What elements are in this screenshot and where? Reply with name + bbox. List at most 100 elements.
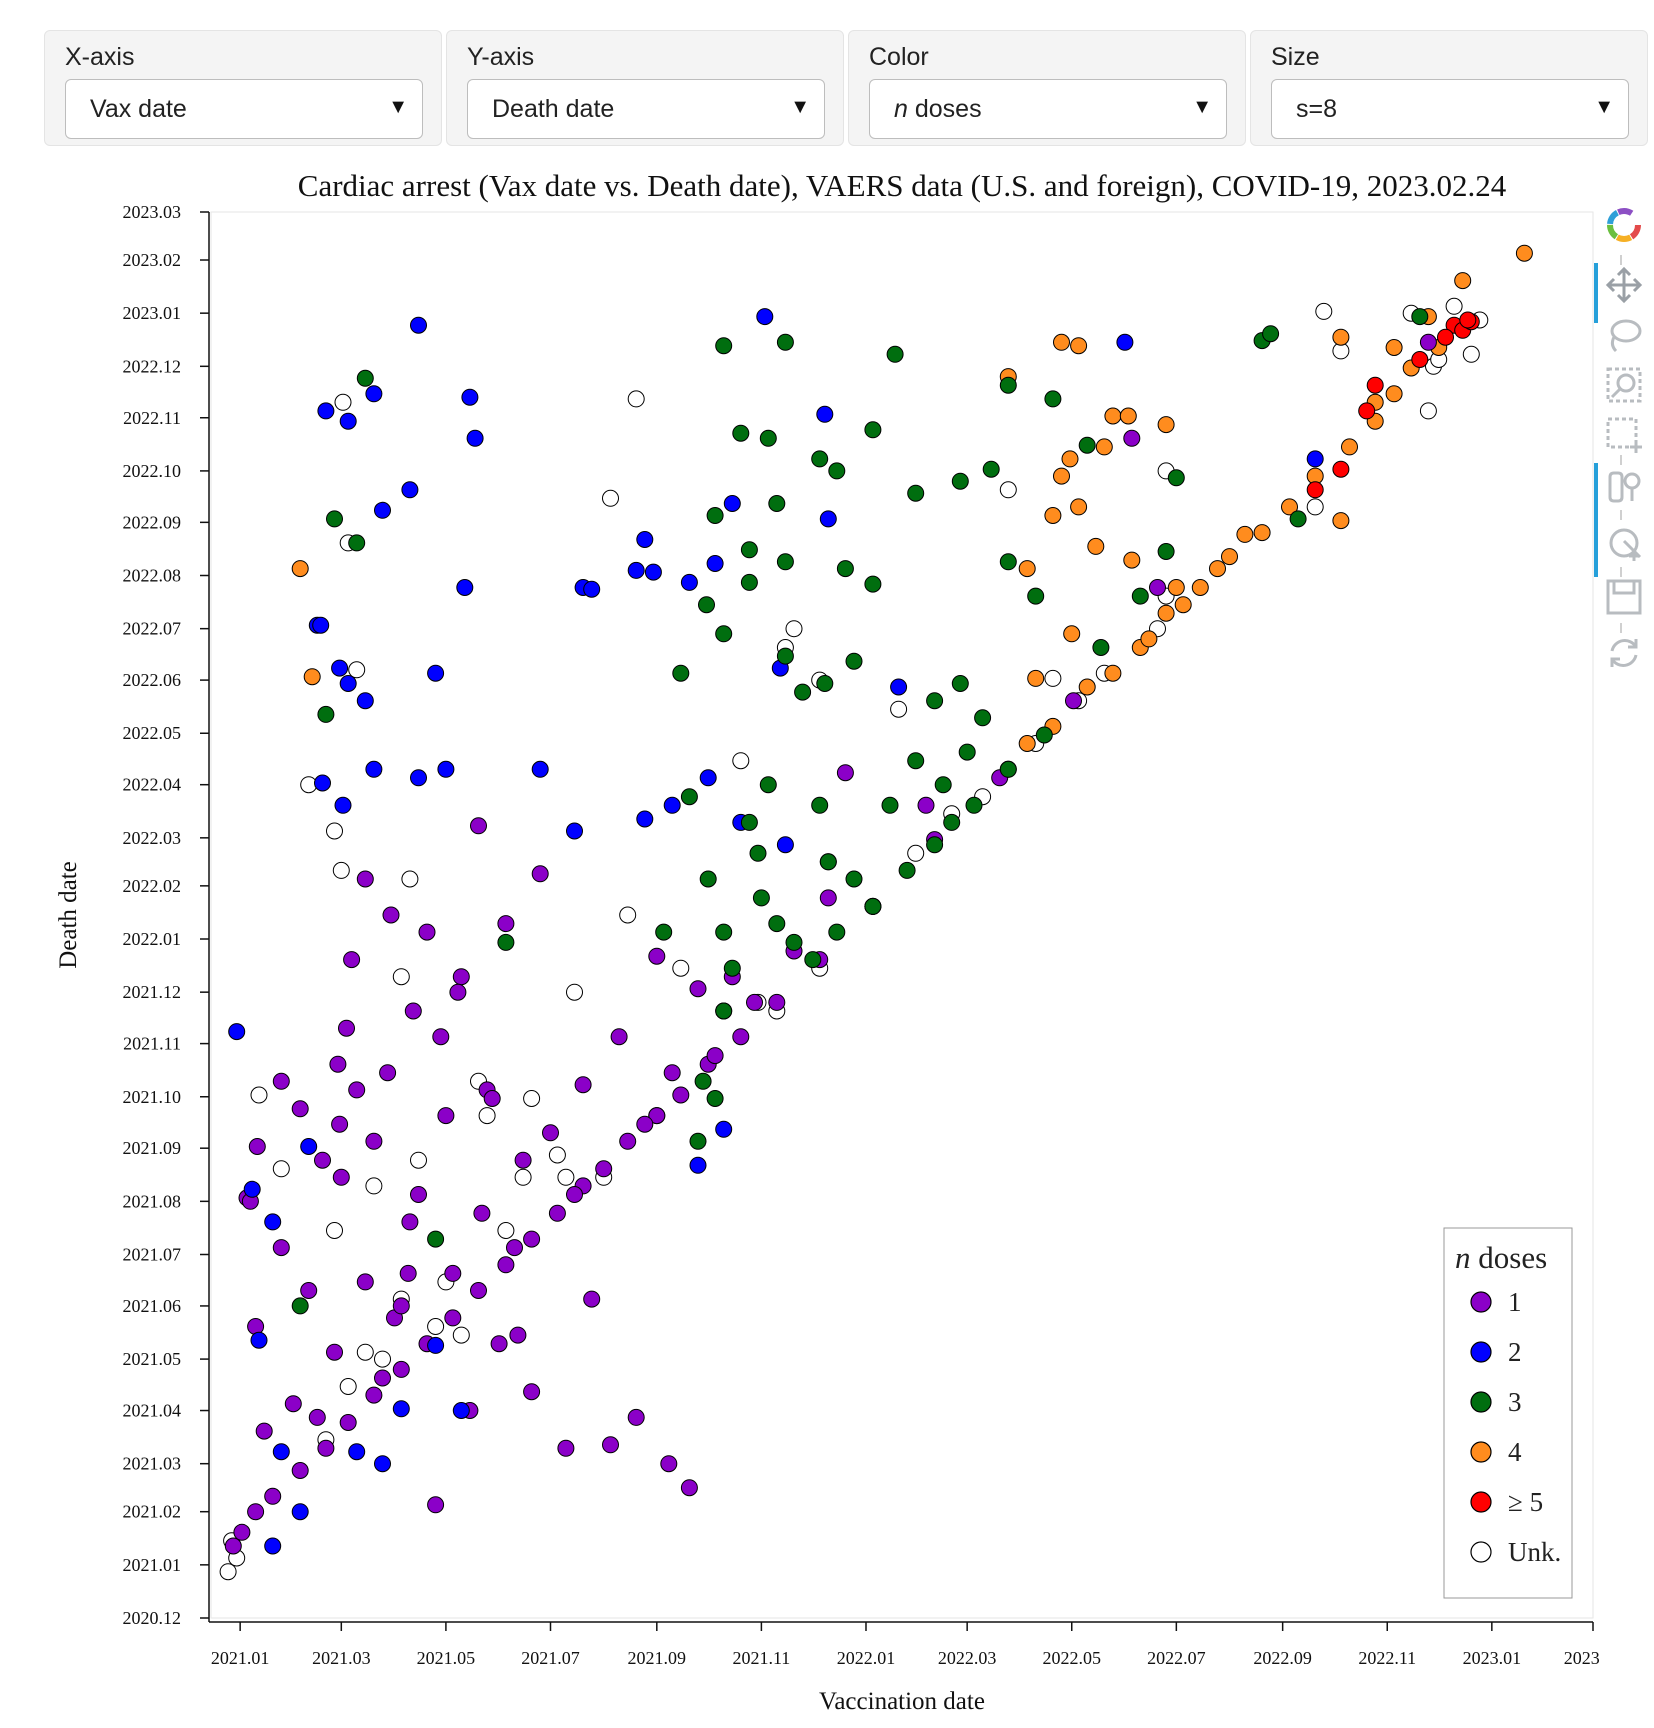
- x-tick-label: 2022.09: [1253, 1648, 1312, 1668]
- data-point: [1087, 537, 1105, 555]
- data-point: [514, 1151, 532, 1169]
- data-point: [1515, 244, 1533, 262]
- data-point: [379, 1064, 397, 1082]
- data-point: [1366, 376, 1384, 394]
- data-point: [627, 390, 645, 408]
- x-tick-label: 2021.01: [211, 1648, 270, 1668]
- data-point: [427, 1230, 445, 1248]
- data-point: [663, 1064, 681, 1082]
- data-point: [680, 788, 698, 806]
- toolbar-separator: [1620, 255, 1622, 265]
- data-point: [317, 1439, 335, 1457]
- data-point: [303, 668, 321, 686]
- data-point: [478, 1107, 496, 1125]
- data-point: [300, 1138, 318, 1155]
- legend-marker: [1470, 1291, 1492, 1313]
- y-tick-label: 2022.12: [123, 356, 182, 376]
- data-point: [401, 481, 419, 499]
- data-point: [776, 333, 794, 351]
- data-point: [1157, 416, 1175, 434]
- color-select[interactable]: n doses ▼: [869, 79, 1227, 139]
- data-point: [497, 1256, 515, 1274]
- bokeh-logo-icon[interactable]: [1604, 205, 1644, 245]
- data-point: [907, 844, 925, 862]
- data-point: [548, 1204, 566, 1222]
- toolbar-separator: [1620, 623, 1622, 633]
- data-point: [602, 1436, 619, 1454]
- data-point: [1209, 560, 1226, 578]
- lasso-select-icon[interactable]: [1604, 315, 1644, 355]
- y-tick-label: 2023.03: [123, 202, 182, 222]
- x-axis-control: X-axis Vax date ▼: [44, 30, 442, 146]
- data-point: [308, 1408, 326, 1426]
- save-icon[interactable]: [1604, 577, 1644, 617]
- data-point: [1018, 560, 1036, 578]
- data-point: [1358, 402, 1376, 420]
- pan-icon[interactable]: [1604, 265, 1644, 305]
- data-point: [317, 705, 335, 723]
- data-point: [1332, 512, 1350, 530]
- data-point: [811, 450, 829, 468]
- data-point: [401, 870, 419, 888]
- data-point: [819, 853, 837, 871]
- x-tick-label: 2021.05: [417, 1648, 476, 1668]
- data-point: [247, 1503, 265, 1521]
- data-point: [951, 472, 969, 490]
- data-point: [811, 796, 829, 814]
- crosshair-icon[interactable]: [1604, 523, 1644, 563]
- data-point: [890, 678, 908, 696]
- box-zoom-icon[interactable]: [1604, 365, 1644, 405]
- x-axis-select[interactable]: Vax date ▼: [65, 79, 423, 139]
- data-point: [542, 1124, 559, 1142]
- box-select-icon[interactable]: [1604, 415, 1644, 455]
- data-point: [574, 1076, 592, 1094]
- widget-controls: X-axis Vax date ▼ Y-axis Death date ▼ Co…: [44, 30, 1648, 148]
- data-point: [326, 1222, 343, 1239]
- data-point: [334, 796, 352, 814]
- data-point: [470, 817, 487, 835]
- data-point: [291, 560, 309, 578]
- reset-icon[interactable]: [1604, 633, 1644, 673]
- data-point: [694, 1072, 712, 1090]
- data-point: [1385, 339, 1403, 356]
- data-point: [699, 769, 717, 787]
- data-point: [250, 1086, 268, 1104]
- hover-active-indicator: [1594, 463, 1598, 523]
- data-point: [284, 1395, 302, 1413]
- data-point: [1078, 678, 1096, 696]
- size-select[interactable]: s=8 ▼: [1271, 79, 1629, 139]
- data-point: [339, 1414, 357, 1431]
- data-point: [1419, 402, 1437, 420]
- data-point: [1018, 735, 1036, 752]
- scatter-points: [219, 244, 1533, 1581]
- x-tick-label: 2023.01: [1463, 1648, 1522, 1668]
- toolbar-separator: [1620, 510, 1622, 520]
- data-point: [828, 462, 846, 480]
- data-point: [746, 993, 763, 1011]
- data-point: [1253, 524, 1271, 542]
- data-point: [715, 625, 733, 643]
- data-point: [331, 1115, 349, 1133]
- data-point: [392, 968, 410, 986]
- data-point: [314, 1151, 331, 1169]
- x-tick-label: 2021.07: [521, 1648, 580, 1668]
- x-axis: 2021.01 2021.03 2021.05 2021.07 2021.09 2021.…: [209, 1621, 1600, 1668]
- data-point: [410, 316, 427, 334]
- x-tick-label: 2022.11: [1358, 1648, 1416, 1668]
- data-point: [706, 555, 724, 572]
- data-point: [655, 923, 673, 941]
- data-point: [756, 308, 774, 326]
- data-point: [794, 683, 812, 701]
- data-point: [392, 1360, 410, 1378]
- hover-icon[interactable]: [1604, 467, 1644, 507]
- data-point: [1341, 438, 1358, 456]
- data-point: [706, 1047, 724, 1065]
- color-select-value-italic: n: [894, 95, 908, 123]
- data-point: [404, 1002, 422, 1020]
- y-axis-select[interactable]: Death date ▼: [467, 79, 825, 139]
- data-point: [365, 1132, 383, 1150]
- data-point: [1306, 450, 1324, 468]
- data-point: [410, 1186, 427, 1203]
- data-point: [243, 1180, 261, 1198]
- data-point: [732, 1028, 750, 1046]
